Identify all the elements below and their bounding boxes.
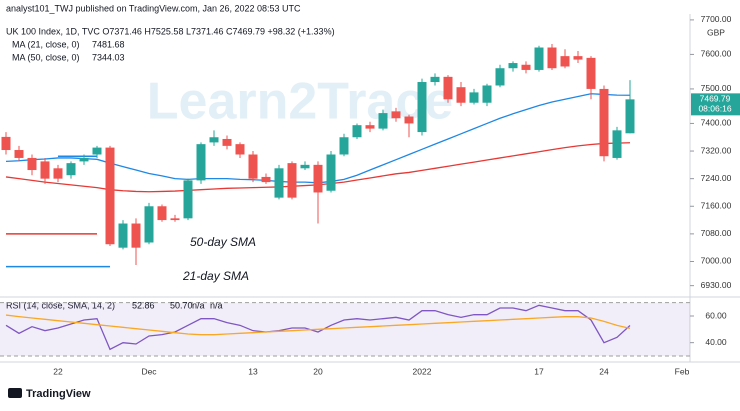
x-tick-label: 17: [534, 366, 544, 376]
y-tick-label: 7500.00: [701, 83, 732, 93]
y-tick-label: 7320.00: [701, 145, 732, 155]
candle-body: [391, 111, 401, 119]
countdown: 08:06:16: [698, 104, 731, 114]
candle-body: [274, 168, 284, 198]
candle-body: [430, 76, 440, 83]
rsi-legend-value: n/a: [210, 300, 223, 310]
y-tick-label: 7080.00: [701, 228, 732, 238]
candle-body: [66, 163, 76, 176]
candle-body: [157, 206, 167, 221]
candle-body: [40, 161, 50, 179]
currency: GBP: [707, 27, 725, 37]
candle-body: [534, 47, 544, 70]
candle-body: [495, 68, 505, 86]
candle-body: [586, 57, 596, 89]
candle-body: [573, 56, 583, 60]
logo-icon: [8, 388, 22, 398]
candle-body: [287, 163, 297, 198]
candle-body: [14, 150, 24, 158]
candle-body: [560, 56, 570, 67]
rsi-line: [5, 304, 631, 351]
ma-legend: MA (21, close, 0): [12, 39, 80, 49]
candle-body: [469, 92, 479, 103]
candle-body: [599, 88, 609, 157]
rsi-legend-value: n/a: [192, 300, 205, 310]
price-tag-bg: [691, 93, 740, 116]
candle-body: [92, 147, 102, 155]
y-tick-label: 6930.00: [701, 280, 732, 290]
candle-body: [365, 125, 375, 129]
rsi-legend: RSI (14, close, SMA, 14, 2): [6, 300, 115, 310]
x-tick-label: 13: [248, 366, 258, 376]
candle-body: [79, 157, 89, 162]
candle-body: [521, 64, 531, 70]
x-tick-label: Feb: [675, 366, 690, 376]
y-tick-label: 7000.00: [701, 256, 732, 266]
y-tick-label: 7600.00: [701, 49, 732, 59]
candle-body: [170, 218, 180, 221]
candle-body: [508, 63, 518, 69]
candle-body: [209, 137, 219, 143]
candle-body: [417, 82, 427, 133]
candle-body: [261, 176, 271, 183]
y-tick-label: 40.00: [705, 337, 727, 347]
candle-body: [222, 138, 232, 146]
candle-body: [326, 154, 336, 191]
candle-body: [482, 85, 492, 103]
candle-body: [443, 76, 453, 100]
candle-body: [456, 87, 466, 103]
x-tick-label: Dec: [141, 366, 157, 376]
candle-body: [27, 157, 37, 171]
candle-body: [547, 47, 557, 69]
candle-body: [235, 144, 245, 155]
x-tick-label: 2022: [413, 366, 432, 376]
candle-body: [339, 137, 349, 155]
candle-body: [105, 147, 115, 245]
y-tick-label: 7700.00: [701, 14, 732, 24]
rsi-legend-value: 52.86: [132, 300, 155, 310]
x-tick-label: 24: [599, 366, 609, 376]
y-tick-label: 60.00: [705, 310, 727, 320]
candle-body: [625, 99, 635, 134]
header: analyst101_TWJ published on TradingView.…: [6, 3, 301, 13]
y-tick-label: 7240.00: [701, 173, 732, 183]
candle-body: [196, 144, 206, 181]
candle-body: [144, 206, 154, 243]
annotation: 21-day SMA: [182, 269, 249, 283]
candle-body: [1, 136, 11, 151]
rsi-band: [0, 302, 690, 356]
candle-body: [131, 223, 141, 248]
y-tick-label: 7160.00: [701, 201, 732, 211]
symbol-legend: UK 100 Index, 1D, TVC O7371.46 H7525.58 …: [6, 26, 335, 36]
ma-legend: MA (50, close, 0): [12, 52, 80, 62]
candle-body: [300, 164, 310, 169]
annotation: 50-day SMA: [190, 235, 256, 249]
rsi-line: [5, 314, 631, 336]
y-tick-label: 7400.00: [701, 118, 732, 128]
price-tag: 7469.79: [700, 94, 731, 104]
candle-body: [612, 130, 622, 158]
x-tick-label: 20: [313, 366, 323, 376]
ma-legend-value: 7344.03: [92, 52, 125, 62]
x-tick-label: 22: [53, 366, 63, 376]
candle-body: [378, 113, 388, 129]
candle-body: [404, 116, 414, 124]
candle-body: [313, 164, 323, 193]
ma-legend-value: 7481.68: [92, 39, 125, 49]
candle-body: [53, 168, 63, 179]
watermark: Learn2Trace: [147, 73, 453, 131]
candle-body: [248, 154, 258, 179]
footer: TradingView: [26, 388, 91, 400]
candle-body: [118, 223, 128, 248]
candle-body: [183, 180, 193, 219]
candle-body: [352, 125, 362, 138]
rsi-legend-value: 50.70: [170, 300, 193, 310]
